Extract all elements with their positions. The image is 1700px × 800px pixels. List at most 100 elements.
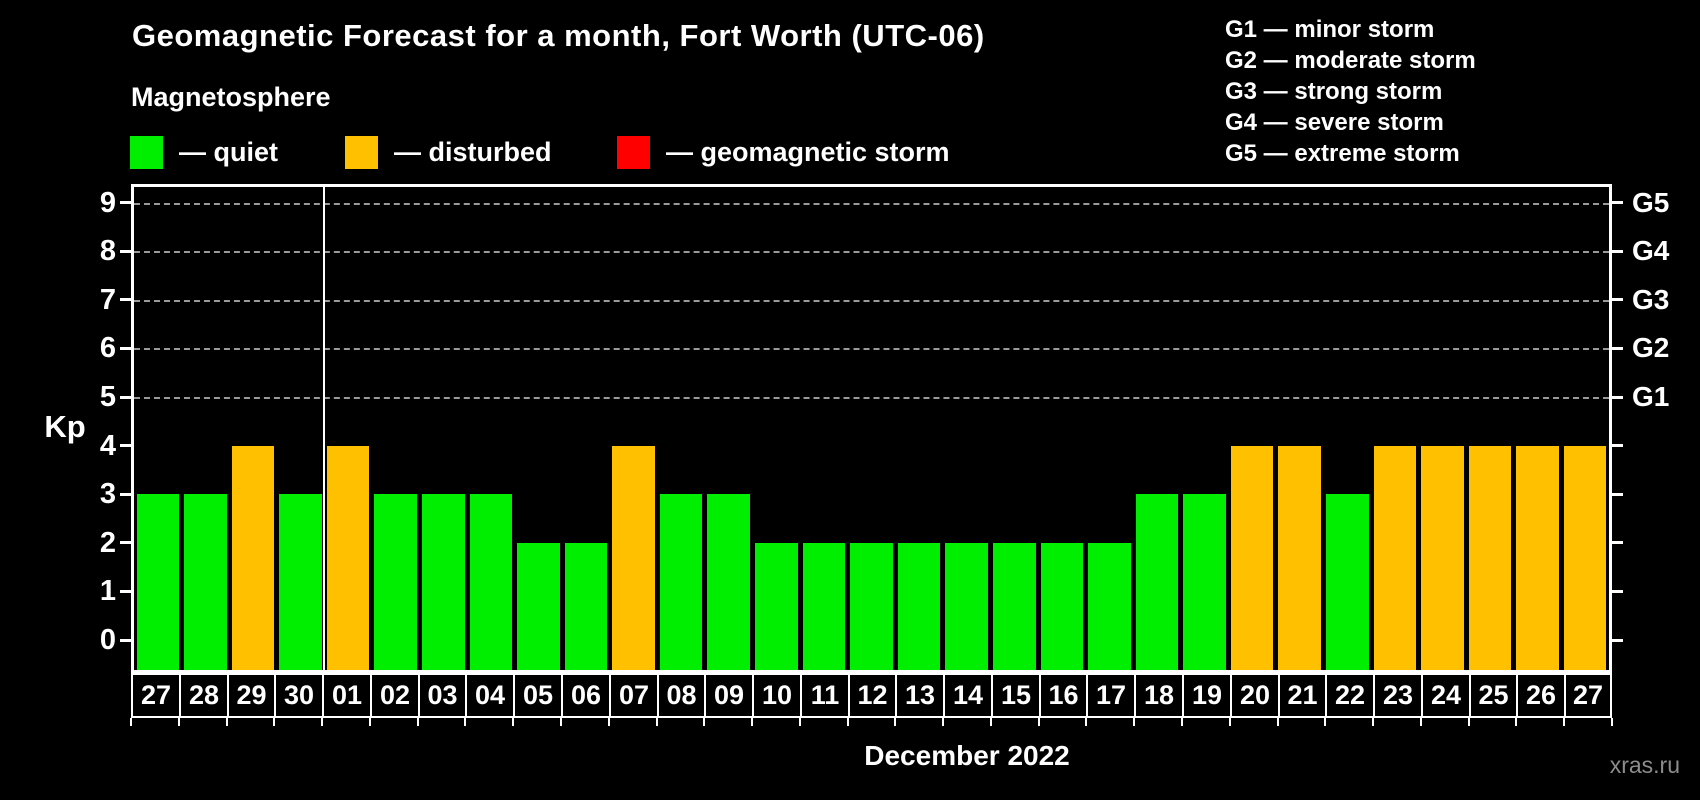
x-axis-boundary-tick (1277, 718, 1279, 726)
y-axis-tick (120, 298, 131, 302)
legend-item-disturbed: — disturbed (345, 134, 552, 170)
g-legend-line-5: G5 — extreme storm (1225, 140, 1460, 167)
x-tick-label-day-22-idx25: 22 (1325, 673, 1375, 718)
x-axis-boundary-tick (1420, 718, 1422, 726)
x-axis-boundary-tick (703, 718, 705, 726)
x-axis-boundary-tick (608, 718, 610, 726)
watermark: xras.ru (1609, 752, 1680, 778)
legend-item-storm: — geomagnetic storm (617, 134, 950, 170)
x-tick-label-day-03-idx6: 03 (418, 673, 467, 718)
y-tick-label-4: 4 (99, 429, 116, 462)
x-tick-label-day-25-idx28: 25 (1469, 673, 1518, 718)
bar-day-26 (1516, 446, 1559, 670)
y-tick-label-3: 3 (99, 478, 116, 511)
gridline-kp-7 (134, 299, 1609, 302)
g-scale-label-G3: G3 (1632, 283, 1670, 315)
y-tick-label-6: 6 (99, 332, 116, 365)
bar-day-11 (802, 543, 846, 670)
legend-item-quiet: — quiet (130, 134, 278, 170)
y-tick-label-5: 5 (99, 381, 116, 413)
bar-day-01 (326, 446, 370, 670)
x-tick-label-day-05-idx8: 05 (513, 673, 563, 718)
x-axis-boundary-tick (369, 718, 371, 726)
quiet-color-swatch (130, 135, 163, 169)
x-tick-label-day-24-idx27: 24 (1421, 673, 1471, 718)
right-axis-tick (1612, 589, 1623, 593)
y-tick-label-2: 2 (99, 526, 116, 559)
bar-day-30 (279, 494, 322, 670)
x-tick-label-day-21-idx24: 21 (1278, 673, 1327, 718)
g-legend-line-3: G3 — strong storm (1225, 78, 1443, 105)
x-axis-boundary-tick (226, 718, 228, 726)
right-axis-tick (1612, 298, 1623, 302)
right-axis-tick (1612, 395, 1623, 399)
x-tick-label-day-17-idx20: 17 (1086, 673, 1136, 718)
gridline-kp-6 (134, 348, 1609, 351)
x-axis-boundary-tick (130, 718, 132, 726)
y-axis-tick (120, 395, 131, 399)
x-tick-label-day-14-idx17: 14 (943, 673, 993, 718)
x-tick-label-day-04-idx7: 04 (465, 673, 515, 718)
g-legend-line-2: G2 — moderate storm (1225, 47, 1476, 74)
x-tick-label-day-20-idx23: 20 (1230, 673, 1280, 718)
x-axis-boundary-tick (847, 718, 849, 726)
x-tick-label-day-08-idx11: 08 (657, 673, 706, 718)
x-axis-boundary-tick (417, 718, 419, 726)
y-tick-label-8: 8 (99, 235, 116, 268)
y-axis-title: Kp (44, 409, 86, 444)
legend-label-disturbed: — disturbed (394, 136, 552, 167)
x-tick-label-day-12-idx15: 12 (848, 673, 897, 718)
y-axis-tick (120, 201, 131, 205)
x-tick-label-day-27-idx30: 27 (1564, 673, 1612, 718)
right-axis-tick (1612, 638, 1623, 642)
x-tick-label-day-18-idx21: 18 (1134, 673, 1184, 718)
bar-day-27 (1563, 446, 1607, 670)
x-axis-boundary-tick (799, 718, 801, 726)
x-axis-boundary-tick (1563, 718, 1565, 726)
x-axis-boundary-tick (990, 718, 992, 726)
x-tick-label-day-02-idx5: 02 (370, 673, 420, 718)
bar-day-25 (1468, 446, 1512, 670)
g-scale-label-G5: G5 (1632, 186, 1670, 218)
bar-day-07 (612, 446, 655, 670)
y-axis-tick (120, 492, 131, 496)
x-axis-boundary-tick (1229, 718, 1231, 726)
subtitle-magnetosphere: Magnetosphere (131, 82, 331, 112)
g-legend-line-1: G1 — minor storm (1225, 16, 1435, 43)
x-axis-boundary-tick (273, 718, 275, 726)
x-axis-boundary-tick (1181, 718, 1183, 726)
bar-day-21 (1278, 446, 1321, 670)
x-axis-boundary-tick (942, 718, 944, 726)
y-axis-tick (120, 541, 131, 545)
x-tick-label-day-19-idx22: 19 (1182, 673, 1232, 718)
right-axis-tick (1612, 492, 1623, 496)
x-axis-boundary-tick (894, 718, 896, 726)
g-scale-label-G2: G2 (1632, 332, 1670, 364)
legend-label-storm: — geomagnetic storm (666, 136, 950, 167)
bar-day-08 (659, 494, 703, 670)
gridline-kp-8 (134, 251, 1609, 254)
x-tick-label-day-01-idx4: 01 (322, 673, 372, 718)
bar-day-10 (755, 543, 798, 670)
x-tick-label-day-30-idx3: 30 (274, 673, 324, 718)
bar-day-15 (992, 543, 1036, 670)
plot-area (131, 184, 1612, 673)
y-axis-tick (120, 249, 131, 253)
gridline-kp-9 (134, 202, 1609, 205)
y-tick-label-7: 7 (99, 283, 116, 316)
right-axis-tick (1612, 201, 1623, 205)
x-axis-boundary-tick (751, 718, 753, 726)
x-tick-label-day-06-idx9: 06 (561, 673, 611, 718)
bar-day-24 (1421, 446, 1464, 670)
x-tick-label-day-26-idx29: 26 (1516, 673, 1566, 718)
page-title: Geomagnetic Forecast for a month, Fort W… (132, 18, 985, 53)
bar-day-03 (421, 494, 465, 670)
x-tick-label-day-15-idx18: 15 (991, 673, 1041, 718)
x-axis-boundary-tick (1372, 718, 1374, 726)
x-axis-boundary-tick (1038, 718, 1040, 726)
bar-day-02 (374, 494, 417, 670)
gridline-kp-5 (134, 397, 1609, 399)
right-axis-tick (1612, 541, 1623, 545)
month-divider-line (323, 187, 325, 670)
